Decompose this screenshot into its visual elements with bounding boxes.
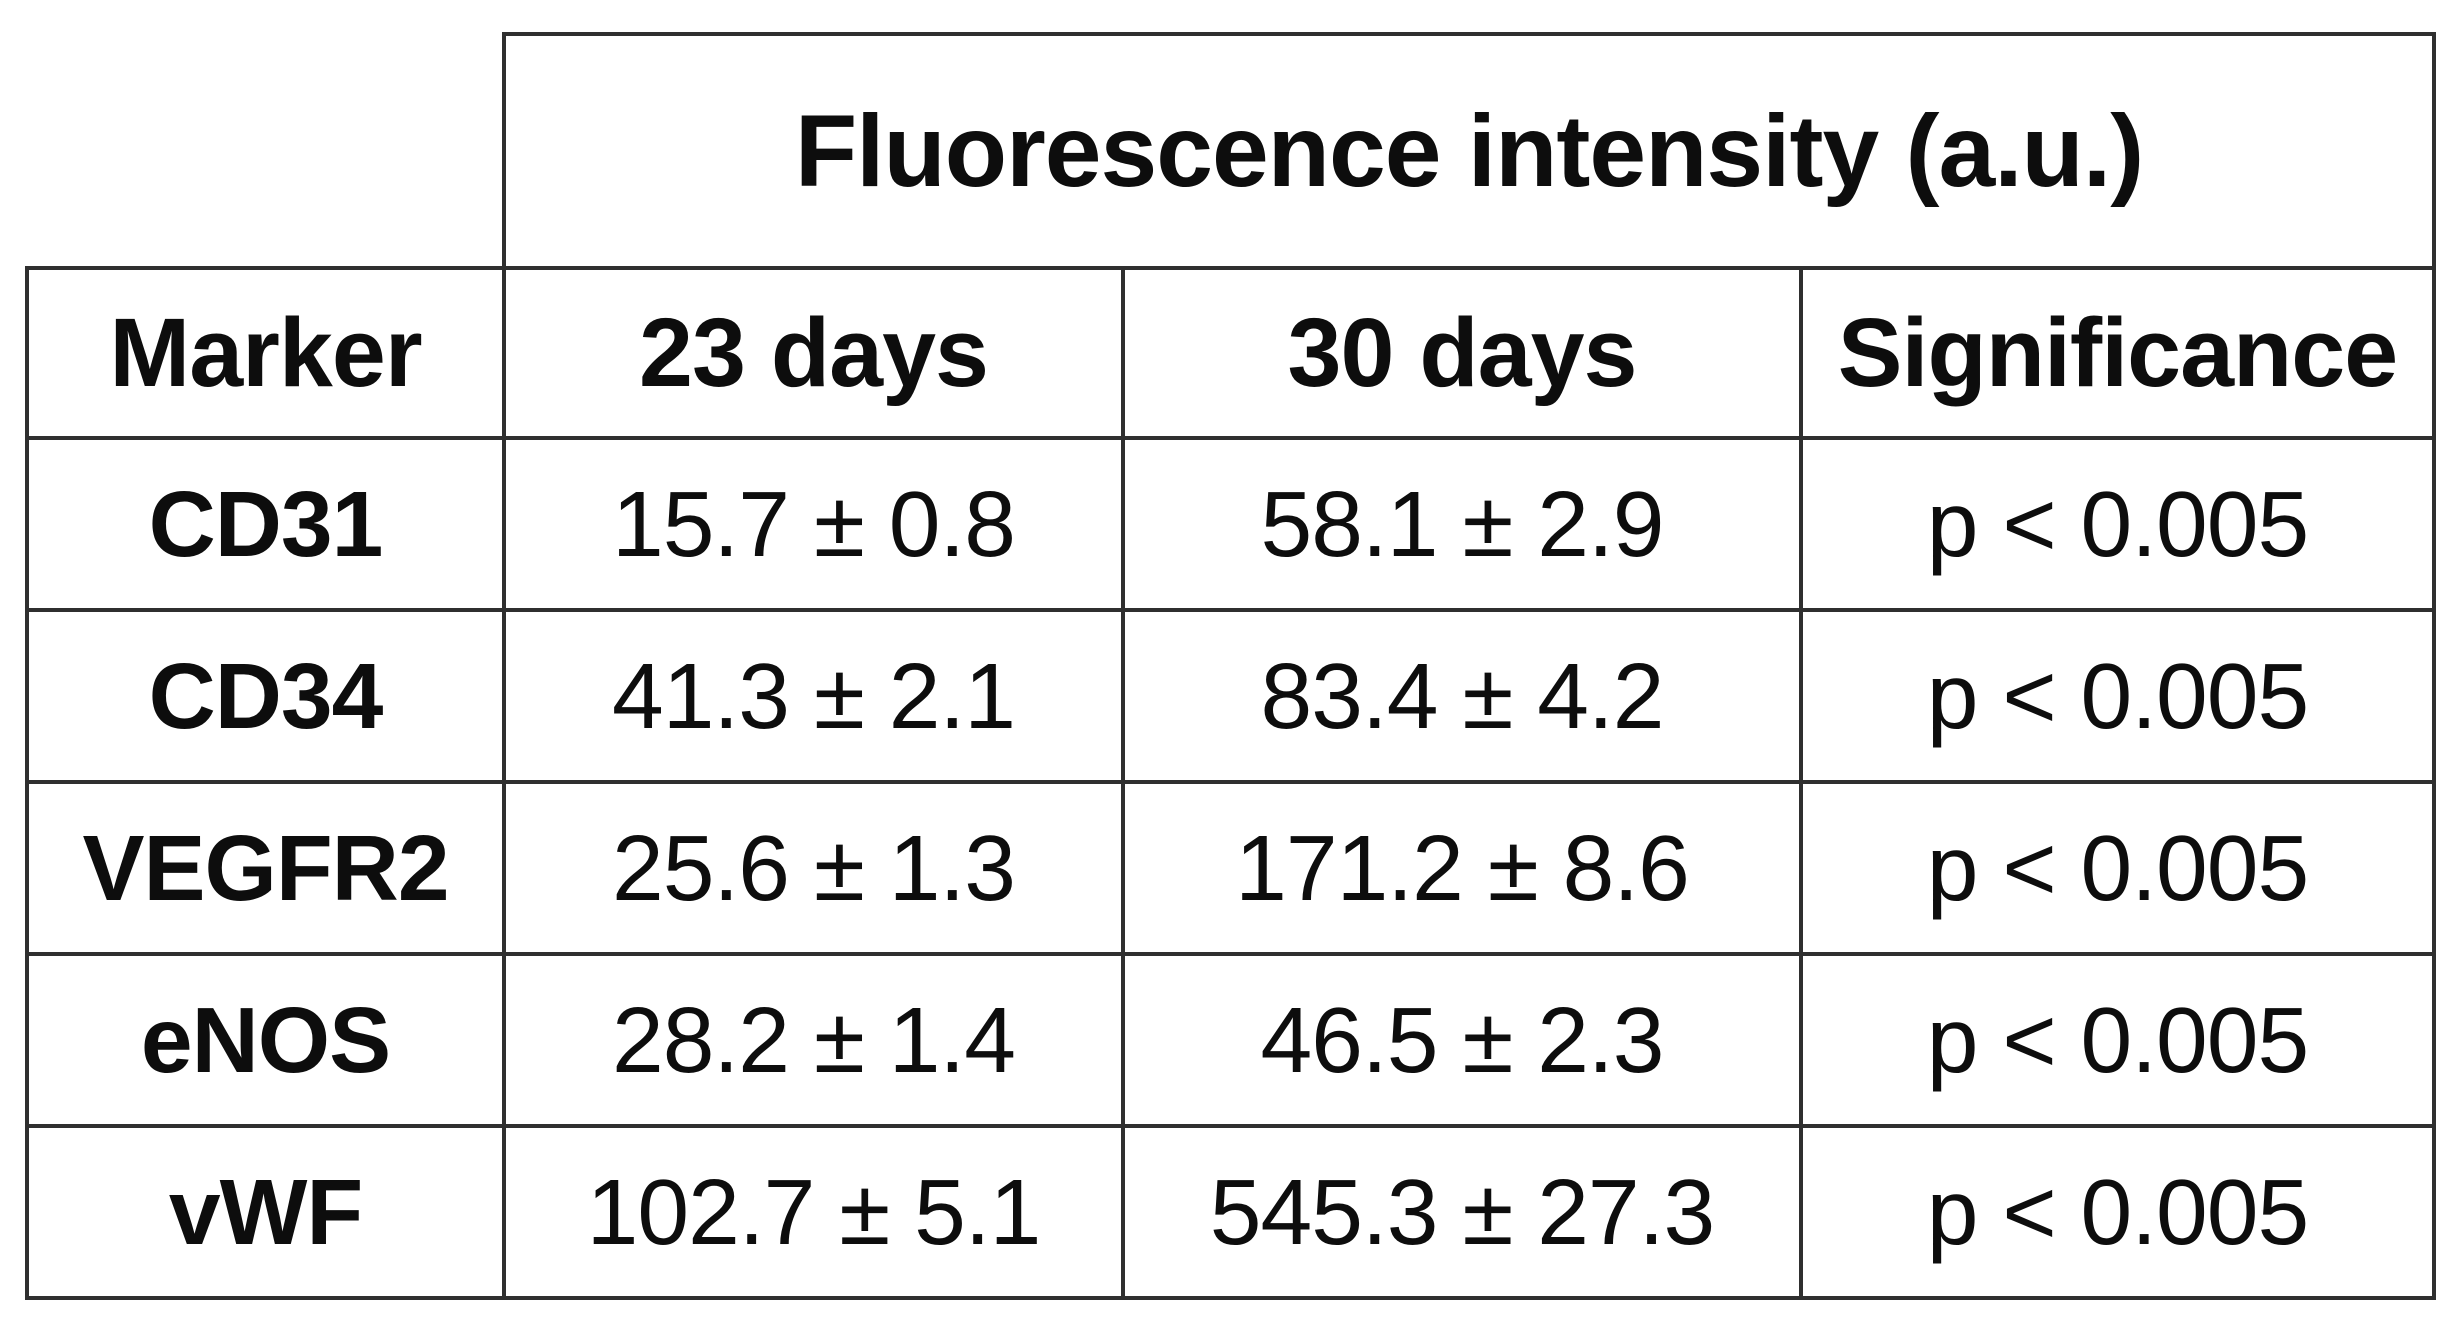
column-header-significance: Significance xyxy=(1799,266,2436,440)
column-header-23-days: 23 days xyxy=(502,266,1125,440)
marker-cell: eNOS xyxy=(25,952,506,1128)
value-23-days-cell: 28.2 ± 1.4 xyxy=(502,952,1125,1128)
value-23-days-cell: 102.7 ± 5.1 xyxy=(502,1124,1125,1300)
marker-cell: CD31 xyxy=(25,436,506,612)
significance-cell: p < 0.005 xyxy=(1799,436,2436,612)
marker-cell: CD34 xyxy=(25,608,506,784)
value-30-days-cell: 171.2 ± 8.6 xyxy=(1121,780,1803,956)
value-30-days-cell: 58.1 ± 2.9 xyxy=(1121,436,1803,612)
table-row: CD34 41.3 ± 2.1 83.4 ± 4.2 p < 0.005 xyxy=(25,608,2436,784)
marker-cell: VEGFR2 xyxy=(25,780,506,956)
significance-cell: p < 0.005 xyxy=(1799,1124,2436,1300)
column-header-marker: Marker xyxy=(25,266,506,440)
significance-cell: p < 0.005 xyxy=(1799,780,2436,956)
table-row: CD31 15.7 ± 0.8 58.1 ± 2.9 p < 0.005 xyxy=(25,436,2436,612)
table-row: vWF 102.7 ± 5.1 545.3 ± 27.3 p < 0.005 xyxy=(25,1124,2436,1300)
column-header-30-days: 30 days xyxy=(1121,266,1803,440)
fluorescence-intensity-table: Fluorescence intensity (a.u.) Marker 23 … xyxy=(25,32,2436,1300)
marker-cell: vWF xyxy=(25,1124,506,1300)
value-23-days-cell: 15.7 ± 0.8 xyxy=(502,436,1125,612)
table-row: VEGFR2 25.6 ± 1.3 171.2 ± 8.6 p < 0.005 xyxy=(25,780,2436,956)
significance-cell: p < 0.005 xyxy=(1799,952,2436,1128)
value-30-days-cell: 545.3 ± 27.3 xyxy=(1121,1124,1803,1300)
value-23-days-cell: 25.6 ± 1.3 xyxy=(502,780,1125,956)
value-30-days-cell: 83.4 ± 4.2 xyxy=(1121,608,1803,784)
value-30-days-cell: 46.5 ± 2.3 xyxy=(1121,952,1803,1128)
value-23-days-cell: 41.3 ± 2.1 xyxy=(502,608,1125,784)
table-row: eNOS 28.2 ± 1.4 46.5 ± 2.3 p < 0.005 xyxy=(25,952,2436,1128)
significance-cell: p < 0.005 xyxy=(1799,608,2436,784)
table-title-row: Fluorescence intensity (a.u.) xyxy=(27,32,2436,270)
table-title: Fluorescence intensity (a.u.) xyxy=(502,32,2436,270)
column-header-row: Marker 23 days 30 days Significance xyxy=(25,266,2436,440)
empty-corner-cell xyxy=(27,34,504,268)
